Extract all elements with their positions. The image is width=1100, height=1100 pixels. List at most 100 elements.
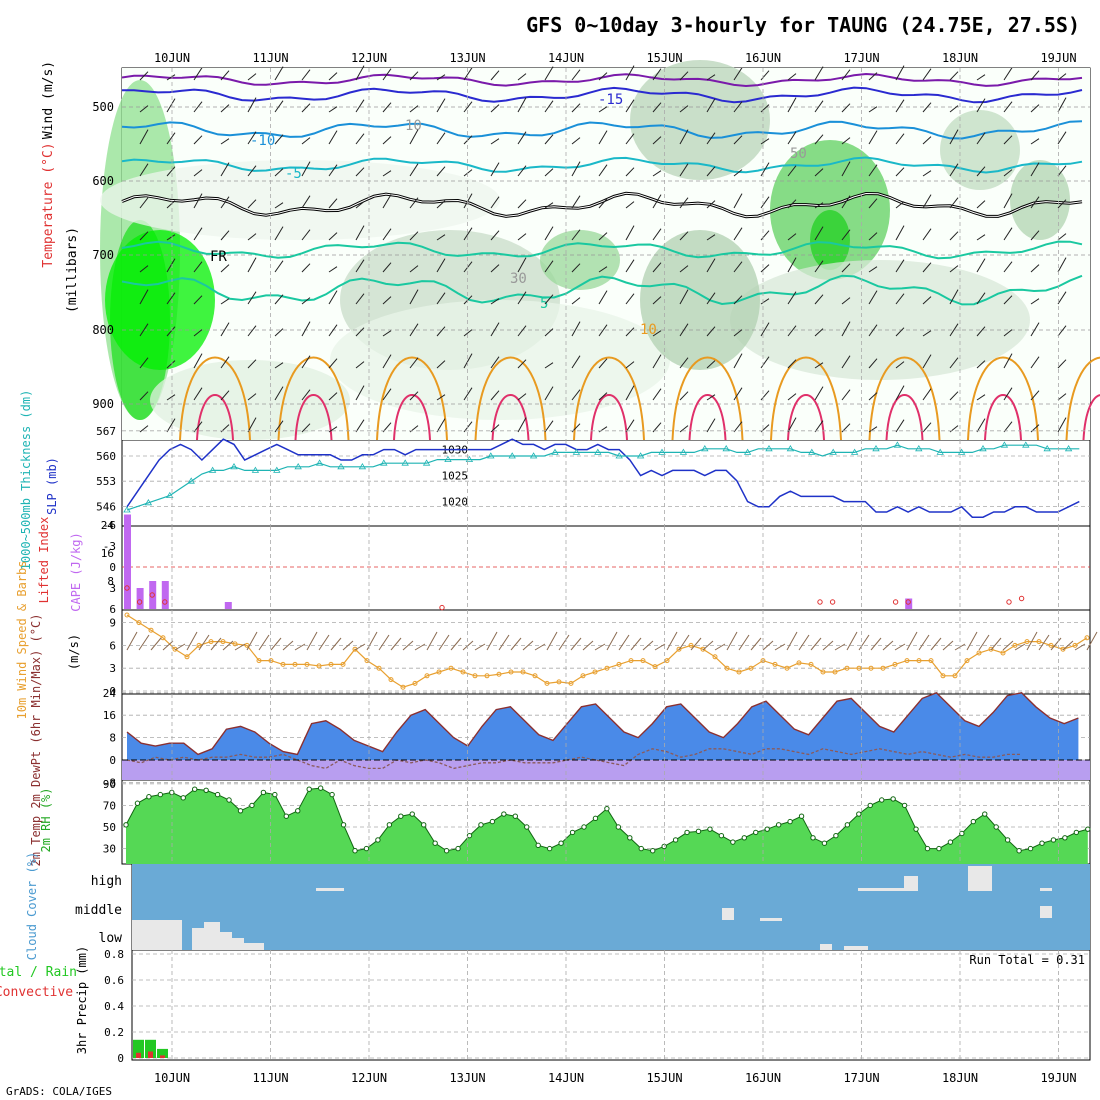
wind-speed-point	[160, 635, 166, 641]
wind-speed-point	[904, 658, 910, 664]
wind-barb	[517, 73, 527, 81]
precip-tick: 0.2	[104, 1026, 124, 1039]
wind-barb	[490, 196, 500, 209]
wind-barb-10m	[942, 640, 954, 651]
wind-barb	[625, 361, 635, 369]
wind-barb	[841, 229, 851, 241]
wind-barb	[922, 296, 932, 305]
thickness-marker	[465, 455, 474, 462]
precip-conv-bar	[148, 1051, 153, 1058]
rh-shade	[1010, 160, 1070, 240]
cloud-block	[904, 876, 918, 891]
wind-barb	[409, 105, 419, 113]
rh-point	[524, 824, 530, 830]
wind-barb	[1030, 162, 1040, 177]
wind-barb	[679, 105, 689, 113]
hot-contour	[393, 394, 431, 441]
label-rh2m: 2m RH (%)	[39, 787, 53, 852]
cloud-tick: low	[99, 931, 123, 946]
wind-barb	[1057, 393, 1067, 401]
wind-barb	[544, 202, 554, 209]
wind-barb	[436, 394, 446, 401]
wind-barb	[571, 355, 581, 369]
wind-barb-10m	[594, 643, 606, 651]
wind-barb-10m	[234, 643, 246, 651]
wind-barb	[328, 266, 338, 273]
rh-point	[970, 818, 976, 825]
rh-point	[363, 845, 370, 852]
wind-barb	[571, 321, 581, 337]
wind-barb	[598, 392, 608, 401]
wind-barb	[301, 195, 311, 209]
pressure-tick: 700	[92, 248, 114, 262]
wind10m-panel: 9 6 3 0	[109, 612, 1098, 698]
wind-barb	[760, 138, 770, 145]
rh-point	[466, 832, 473, 839]
hot-contour	[491, 394, 530, 441]
wind-barb-10m	[1062, 640, 1074, 651]
wind-barb-10m	[426, 631, 438, 651]
thickness-marker	[615, 452, 623, 459]
wind-barb	[328, 130, 338, 145]
wind-speed-point	[256, 658, 262, 664]
wind-barb	[1030, 298, 1040, 305]
wind-barb	[463, 193, 473, 209]
wind-speed-point	[628, 658, 634, 664]
wind-barb	[544, 134, 554, 145]
wind-barb	[868, 266, 878, 273]
wind-barb	[841, 103, 851, 113]
wind-barb	[868, 164, 878, 177]
rh-shade	[105, 230, 215, 370]
cape-tick: 16	[101, 547, 114, 560]
thickness-marker	[401, 459, 409, 466]
wind-barb-10m	[522, 640, 534, 651]
wind-barb	[355, 201, 365, 209]
precip-conv-bar	[136, 1052, 141, 1058]
rh-point	[993, 824, 999, 830]
label-cape: CAPE (J/kg)	[69, 532, 83, 611]
wind-barb	[193, 261, 203, 273]
rh-point	[775, 822, 782, 828]
slp-line	[126, 438, 1080, 518]
precip-tick: 0	[117, 1052, 124, 1065]
wind-barb-10m	[222, 640, 234, 651]
thickness-marker	[273, 466, 281, 473]
wind-barb-10m	[342, 640, 354, 651]
upper-air-panel: 500 600 700 800 900 -15 -10 -5 FR 5 10 30 50 10	[92, 60, 1100, 441]
wind-barb	[490, 424, 500, 433]
wind-speed-point	[184, 654, 190, 660]
wind-speed-point	[856, 665, 862, 671]
warm-contour	[277, 356, 350, 441]
wind-barb	[139, 425, 149, 433]
precip-total-bar	[145, 1039, 156, 1058]
wind-barb-10m	[870, 637, 882, 651]
rh-shade	[630, 60, 770, 180]
wind-barb	[274, 386, 284, 401]
wind-barb	[544, 328, 554, 337]
wind-speed-point	[340, 661, 346, 667]
chart-title: GFS 0~10day 3-hourly for TAUNG (24.75E, …	[526, 13, 1080, 37]
x-tick-bottom: 11JUN	[252, 1071, 288, 1085]
rh-point	[192, 786, 198, 792]
wind-barb-10m	[750, 637, 762, 651]
wind-speed-point	[928, 658, 934, 664]
warm-contour	[179, 356, 251, 441]
wind-barb	[220, 322, 230, 337]
wind-barb-10m	[294, 643, 306, 651]
wind-barb	[571, 195, 581, 209]
wind-speed-point	[124, 612, 130, 618]
wind-barb	[274, 66, 284, 81]
wind-barb-10m	[354, 643, 366, 651]
wind-barb	[868, 198, 878, 209]
wind-speed-point	[892, 661, 898, 667]
wind-barb	[679, 289, 689, 305]
contour-label: 5	[540, 296, 548, 312]
wind-barb	[247, 73, 257, 81]
wind-barb	[571, 137, 581, 145]
wind-speed-point	[964, 658, 970, 664]
wind-barb	[328, 106, 338, 113]
x-tick-bottom: 16JUN	[745, 1071, 781, 1085]
rh2m-panel: 90 70 50 30	[103, 778, 1091, 864]
rh-point	[684, 829, 690, 836]
warm-contour	[573, 356, 645, 441]
